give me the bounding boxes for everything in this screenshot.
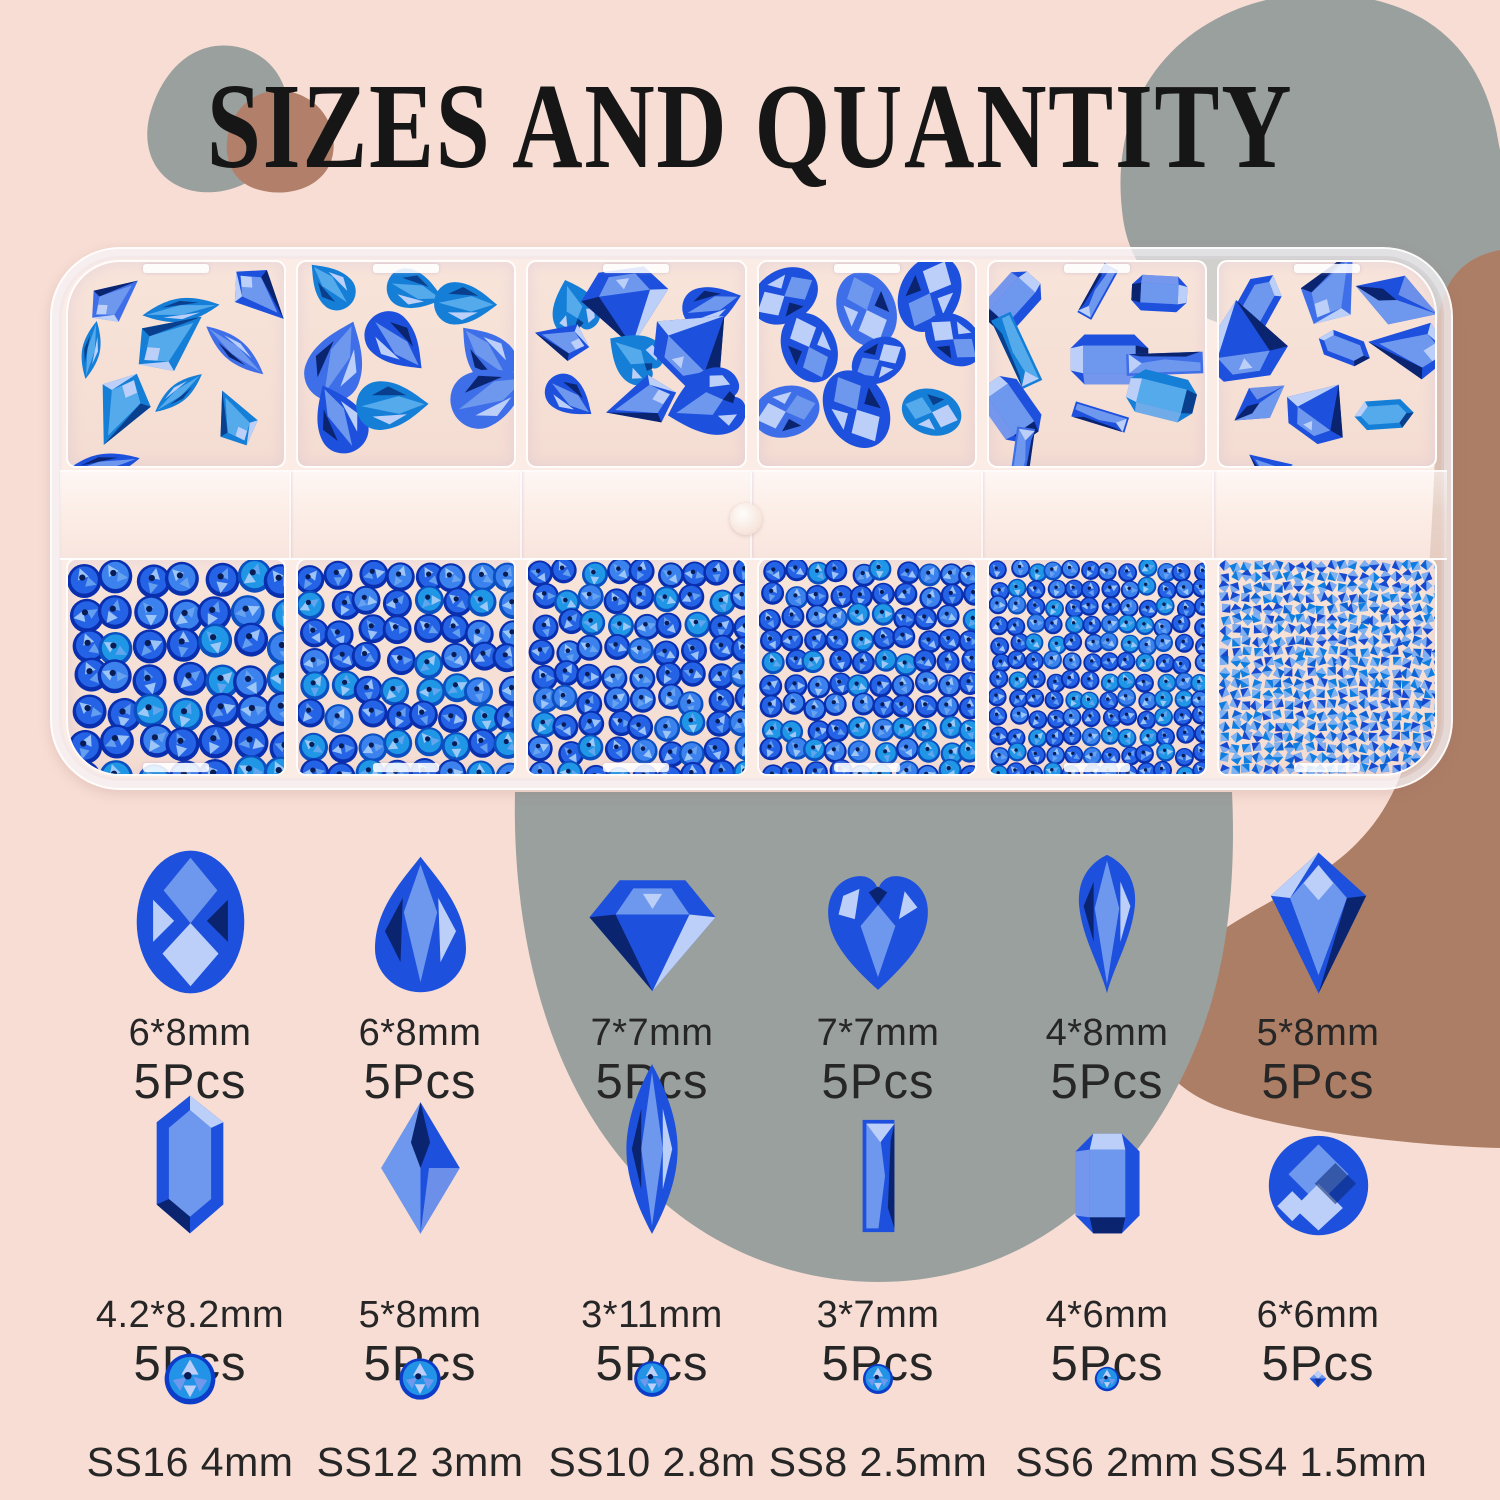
compartment-clip bbox=[143, 264, 210, 273]
case-seam bbox=[1212, 472, 1214, 558]
compartment-clip bbox=[833, 763, 900, 772]
case-compartment-top-2 bbox=[296, 260, 517, 468]
compartment-clip bbox=[1063, 763, 1130, 772]
gem-cluster-graphic bbox=[304, 264, 515, 454]
case-compartment-top-1 bbox=[66, 260, 287, 468]
gem-cluster-graphic bbox=[758, 262, 975, 448]
rhinestone-case bbox=[50, 247, 1453, 790]
decorative-blob-brown-topleft bbox=[226, 90, 334, 193]
decorative-blob-gray-center bbox=[514, 792, 1233, 1282]
compartment-clip bbox=[373, 763, 440, 772]
case-compartment-top-6 bbox=[1216, 260, 1437, 468]
rhinestone-cluster-graphic bbox=[1218, 560, 1435, 774]
case-compartment-top-5 bbox=[986, 260, 1207, 468]
case-seam bbox=[981, 472, 984, 558]
compartment-clip bbox=[833, 264, 900, 273]
gem-cluster-graphic bbox=[988, 263, 1203, 466]
case-compartment-top-3 bbox=[526, 260, 747, 468]
compartment-clip bbox=[1293, 264, 1360, 273]
compartment-clip bbox=[373, 264, 440, 273]
gem-cluster-graphic bbox=[535, 266, 745, 435]
case-compartment-bottom-4 bbox=[756, 558, 977, 776]
case-top-row bbox=[66, 260, 1437, 468]
rhinestone-cluster-graphic bbox=[758, 560, 975, 774]
case-seam bbox=[519, 472, 522, 558]
compartment-clip bbox=[603, 763, 670, 772]
rhinestone-cluster-graphic bbox=[298, 560, 515, 774]
rhinestone-cluster-graphic bbox=[988, 560, 1205, 774]
rhinestone-cluster-graphic bbox=[68, 560, 285, 774]
case-pearl-detail bbox=[730, 503, 762, 535]
page-title: SIZES AND QUANTITY bbox=[206, 59, 1294, 194]
case-compartment-bottom-5 bbox=[986, 558, 1207, 776]
compartment-clip bbox=[603, 264, 670, 273]
decorative-blob-brown-right bbox=[1151, 250, 1500, 1148]
compartment-clip bbox=[143, 763, 210, 772]
case-compartment-top-4 bbox=[756, 260, 977, 468]
compartment-clip bbox=[1063, 264, 1130, 273]
rhinestone-cluster-graphic bbox=[528, 560, 745, 774]
case-seam bbox=[288, 472, 291, 558]
case-compartment-bottom-1 bbox=[66, 558, 287, 776]
gem-cluster-graphic bbox=[68, 270, 284, 466]
case-bottom-row bbox=[66, 558, 1437, 776]
gem-cluster-graphic bbox=[1218, 262, 1435, 466]
compartment-clip bbox=[1293, 763, 1360, 772]
case-compartment-bottom-6 bbox=[1216, 558, 1437, 776]
case-compartment-bottom-2 bbox=[296, 558, 517, 776]
case-compartment-bottom-3 bbox=[526, 558, 747, 776]
